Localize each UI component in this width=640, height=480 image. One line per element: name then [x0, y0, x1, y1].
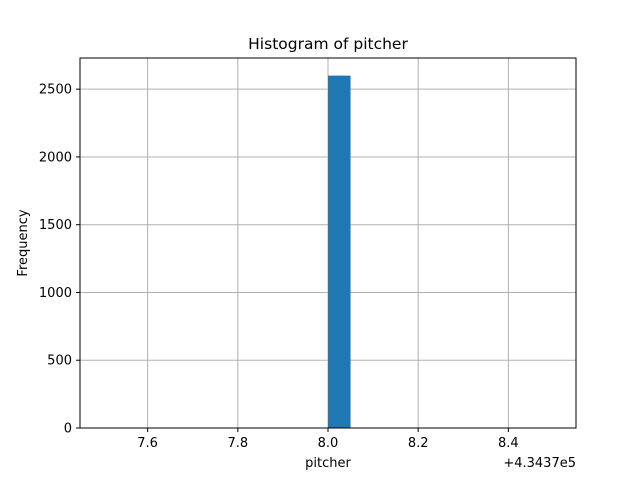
y-tick-label: 1500 — [39, 218, 72, 233]
histogram-bar — [328, 75, 351, 428]
chart-title: Histogram of pitcher — [248, 35, 408, 53]
x-tick-label: 8.0 — [318, 436, 339, 451]
x-tick-label: 8.2 — [408, 436, 429, 451]
x-tick-label: 7.6 — [137, 436, 158, 451]
bars-layer — [328, 75, 351, 428]
x-axis-offset-label: +4.3437e5 — [503, 456, 576, 471]
x-axis-label: pitcher — [305, 456, 351, 471]
y-tick-label: 0 — [64, 422, 72, 437]
y-ticks: 0 500 1000 1500 2000 2500 — [39, 83, 80, 437]
y-tick-label: 1000 — [39, 286, 72, 301]
x-tick-label: 7.8 — [227, 436, 248, 451]
x-tick-label: 8.4 — [498, 436, 519, 451]
x-ticks: 7.6 7.8 8.0 8.2 8.4 — [137, 428, 519, 451]
y-tick-label: 2000 — [39, 150, 72, 165]
y-tick-label: 500 — [47, 354, 72, 369]
y-axis-label: Frequency — [16, 209, 31, 276]
y-tick-label: 2500 — [39, 83, 72, 98]
